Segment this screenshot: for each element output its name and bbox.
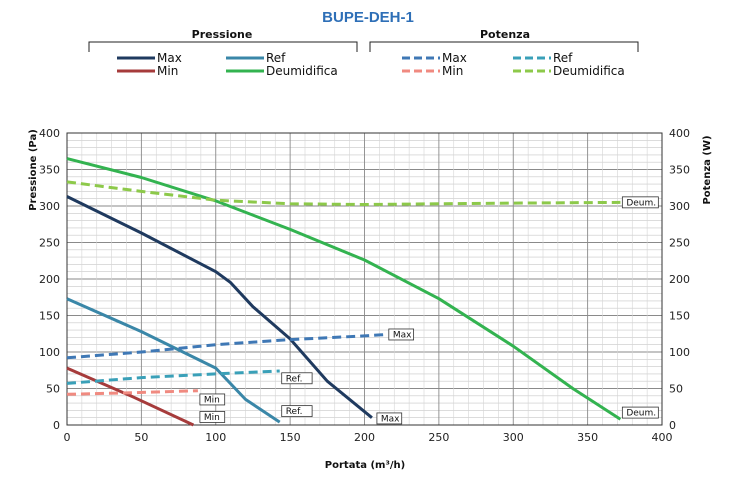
x-tick-label: 0 <box>64 431 71 444</box>
y-tick-label-right: 400 <box>669 127 690 140</box>
y-tick-label-left: 50 <box>46 383 60 396</box>
annotation-box <box>199 411 226 423</box>
legend-group-pressione: Pressione <box>192 28 253 41</box>
annotation-label: Deum. <box>626 409 656 419</box>
series-potenza-ref <box>66 369 280 385</box>
legend-label: Max <box>157 51 182 65</box>
x-tick-label: 350 <box>577 431 598 444</box>
y-tick-label-left: 150 <box>39 310 60 323</box>
annotation-tag: Max <box>388 328 415 341</box>
annotation-tag: Ref. <box>281 372 313 385</box>
legend-label: Deumidifica <box>553 64 625 78</box>
annotation-box <box>621 196 659 209</box>
series-pressione-ref <box>66 297 281 424</box>
legend-label: Deumidifica <box>266 64 338 78</box>
annotation-tag: Ref. <box>281 405 313 418</box>
y-tick-label-left: 200 <box>39 273 60 286</box>
series-potenza-min <box>66 389 198 396</box>
y-tick-label-left: 250 <box>39 237 60 250</box>
annotation-box <box>281 372 313 385</box>
x-tick-label: 300 <box>503 431 524 444</box>
x-tick-label: 100 <box>205 431 226 444</box>
annotation-label: Max <box>393 330 412 340</box>
y-tick-label-right: 0 <box>669 419 676 432</box>
series-potenza-deumidifica <box>66 180 621 206</box>
legend-label: Min <box>157 64 178 78</box>
series-pressione-deumidifica <box>66 157 622 421</box>
y-tick-label-right: 200 <box>669 273 690 286</box>
x-tick-label: 150 <box>280 431 301 444</box>
y-tick-label-right: 50 <box>669 383 683 396</box>
series-pressione-max <box>66 195 373 419</box>
y-tick-label-left: 350 <box>39 164 60 177</box>
annotation-label: Deum. <box>626 198 656 208</box>
plot-frame <box>66 132 663 426</box>
annotation-label: Min <box>204 413 220 423</box>
x-tick-label: 50 <box>134 431 148 444</box>
annotation-tag: Deum. <box>621 196 659 209</box>
annotation-box <box>376 412 403 425</box>
y-tick-label-left: 300 <box>39 200 60 213</box>
legend-label: Max <box>442 51 467 65</box>
annotation-tag: Deum. <box>621 406 659 419</box>
y-tick-label-left: 400 <box>39 127 60 140</box>
y-tick-label-right: 100 <box>669 346 690 359</box>
y-tick-label-right: 250 <box>669 237 690 250</box>
legend-label: Min <box>442 64 463 78</box>
y-axis-label-left: Pressione (Pa) <box>28 129 39 211</box>
annotation-tag: Min <box>199 411 226 423</box>
legend-bracket-potenza <box>369 41 639 52</box>
x-axis-label: Portata (m³/h) <box>325 460 405 471</box>
annotation-box <box>281 405 313 418</box>
annotation-tag: Max <box>376 412 403 425</box>
x-tick-label: 200 <box>354 431 375 444</box>
y-tick-label-right: 300 <box>669 200 690 213</box>
chart-title: BUPE-DEH-1 <box>322 9 414 26</box>
annotation-box <box>388 328 415 341</box>
y-tick-label-right: 350 <box>669 164 690 177</box>
y-tick-label-left: 0 <box>53 419 60 432</box>
series-pressione-min <box>66 366 195 427</box>
annotation-label: Ref. <box>286 374 303 384</box>
y-axis-label-right: Potenza (W) <box>702 135 713 204</box>
legend-label: Ref <box>553 51 573 65</box>
legend-group-potenza: Potenza <box>480 28 530 41</box>
x-tick-label: 250 <box>428 431 449 444</box>
axis-ticks: 0 50 100 150 200 250 300 350 4000501001502002503… <box>39 127 690 444</box>
annotation-label: Max <box>381 414 400 424</box>
annotation-tag: Min <box>199 393 226 406</box>
series-potenza-max <box>66 333 387 360</box>
y-tick-label-right: 150 <box>669 310 690 323</box>
y-tick-label-left: 100 <box>39 346 60 359</box>
annotation-box <box>621 406 659 419</box>
legend-label: Ref <box>266 51 286 65</box>
legend: Pressione Potenza Max Ref Min Deumidifica Ma… <box>88 28 639 78</box>
annotation-label: Ref. <box>286 407 303 417</box>
x-tick-label: 400 <box>652 431 673 444</box>
grid <box>66 132 663 426</box>
legend-bracket-pressione <box>88 41 358 52</box>
annotation-label: Min <box>204 395 220 405</box>
annotation-box <box>199 393 226 406</box>
